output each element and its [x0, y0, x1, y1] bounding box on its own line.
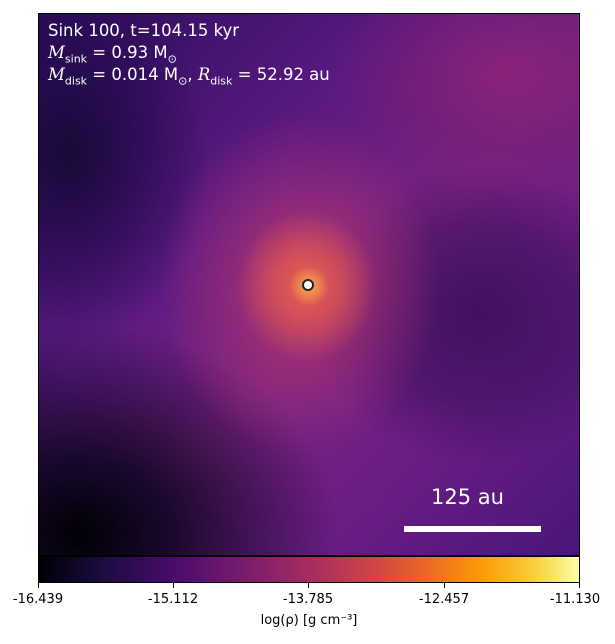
- colorbar-tick-label: -15.112: [147, 592, 199, 607]
- colorbar: [38, 556, 580, 583]
- colorbar-tick-label: -11.130: [549, 592, 601, 607]
- sink-mass-unit: ⊙: [167, 52, 177, 66]
- sink-marker: [302, 279, 314, 291]
- colorbar-tick-label: -12.457: [418, 592, 470, 607]
- colorbar-tick: [173, 583, 174, 588]
- separator: ,: [187, 65, 198, 84]
- disk-radius-value: = 52.92 au: [232, 65, 330, 84]
- colorbar-tick: [38, 583, 39, 588]
- density-map: Sink 100, t=104.15 kyr Msink = 0.93 M⊙ M…: [38, 13, 580, 556]
- colorbar-label: log(ρ) [g cm⁻³]: [260, 613, 358, 628]
- title-text: Sink 100, t=104.15 kyr: [48, 21, 240, 40]
- disk-text: Mdisk = 0.014 M⊙, Rdisk = 52.92 au: [48, 65, 330, 88]
- sink-mass-symbol: M: [48, 43, 65, 62]
- sink-mass-subscript: sink: [64, 52, 88, 66]
- colorbar-tick-label: -13.785: [282, 592, 334, 607]
- colorbar-tick: [308, 583, 309, 588]
- colorbar-tick-label: -16.439: [12, 592, 64, 607]
- colorbar-tick: [579, 583, 580, 588]
- disk-mass-subscript: disk: [64, 74, 88, 88]
- scalebar-label: 125 au: [431, 485, 504, 509]
- sink-mass-text: Msink = 0.93 M⊙: [48, 43, 177, 66]
- disk-radius-symbol: R: [197, 65, 211, 84]
- disk-mass-unit: ⊙: [178, 74, 188, 88]
- disk-mass-symbol: M: [48, 65, 65, 84]
- colorbar-tick: [444, 583, 445, 588]
- sink-mass-value: = 0.93 M: [87, 43, 168, 62]
- scalebar-line: [404, 526, 541, 532]
- disk-radius-subscript: disk: [210, 74, 233, 88]
- sink-title: Sink 100, t=104.15 kyr: [48, 21, 240, 40]
- disk-mass-value: = 0.014 M: [87, 65, 179, 84]
